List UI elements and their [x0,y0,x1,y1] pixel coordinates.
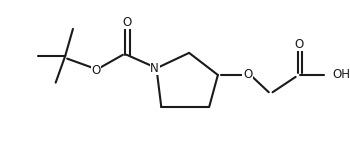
Text: O: O [122,16,131,29]
Text: N: N [150,62,159,75]
Text: OH: OH [332,69,350,81]
Text: O: O [295,38,304,51]
Text: O: O [243,69,252,81]
Text: O: O [91,64,100,77]
